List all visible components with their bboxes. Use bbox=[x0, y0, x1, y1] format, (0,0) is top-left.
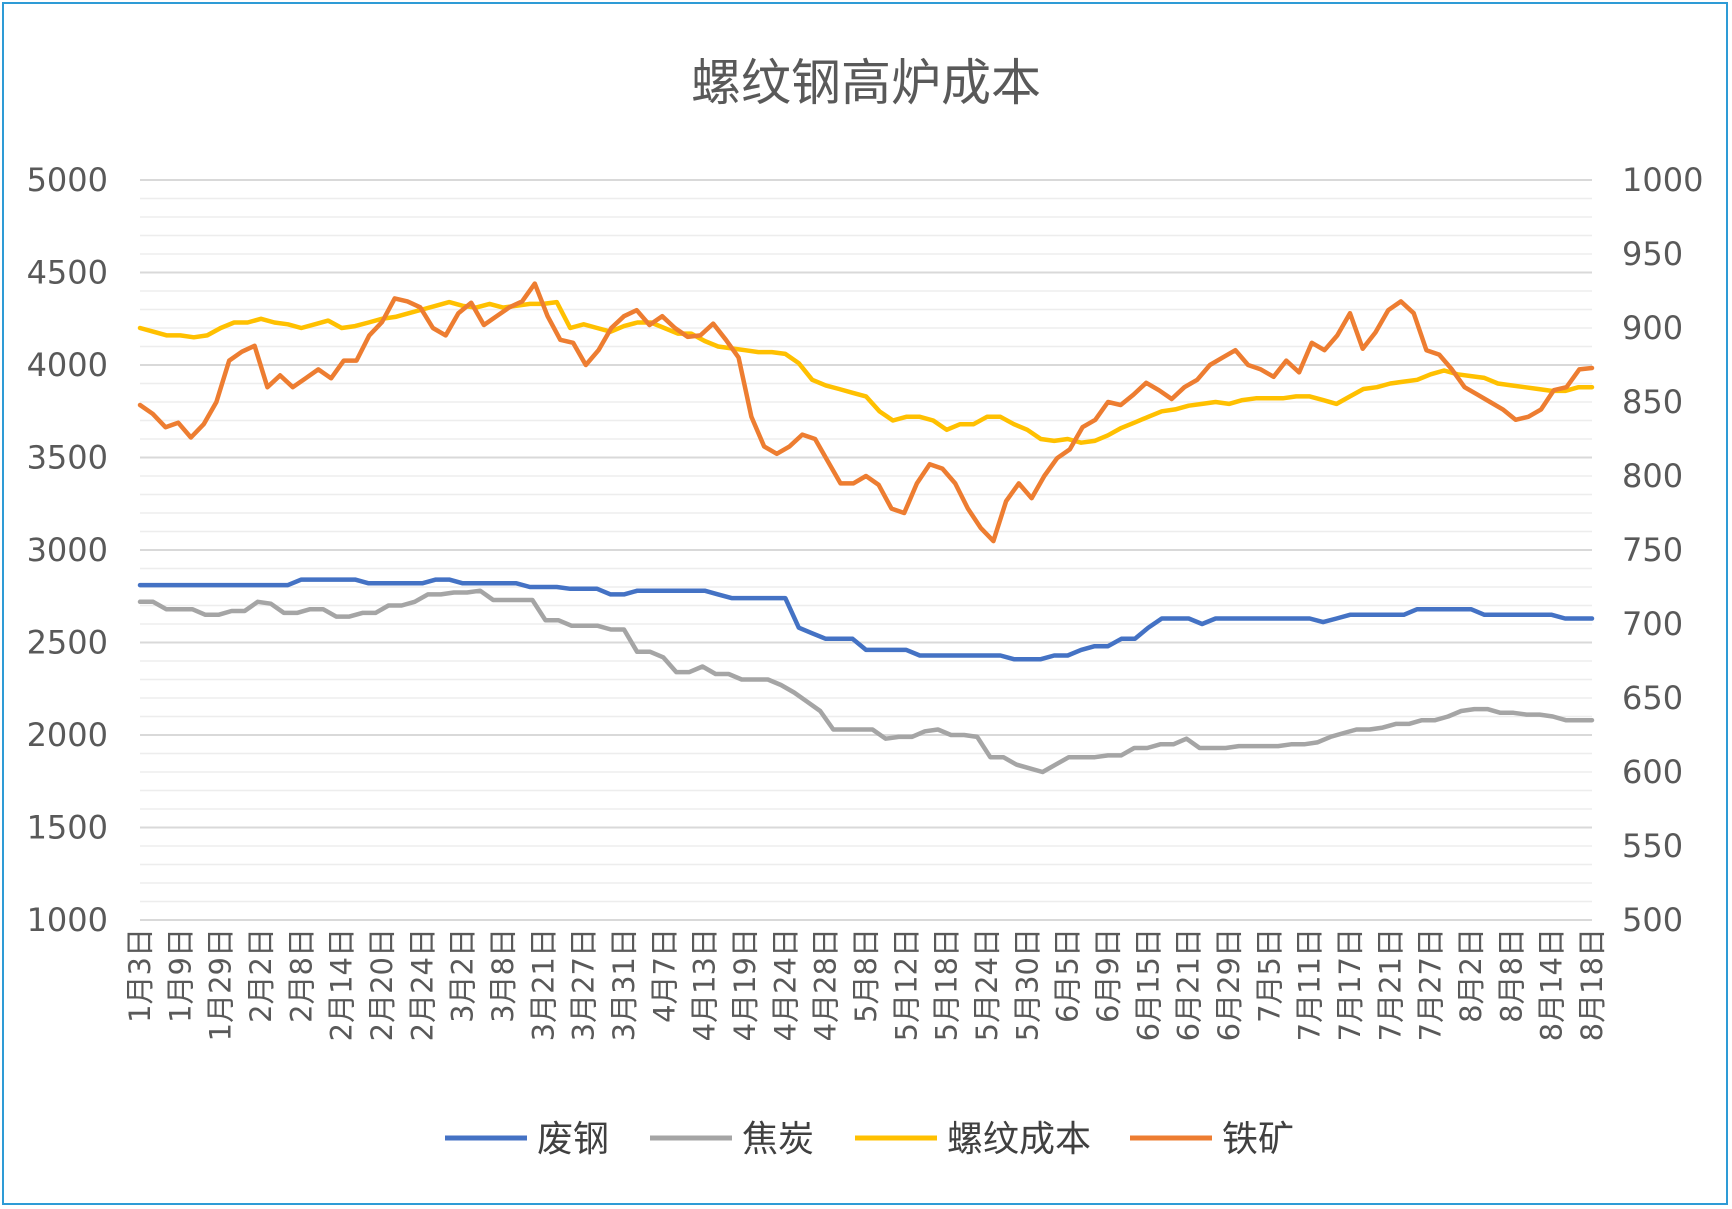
series-line bbox=[137, 588, 1595, 775]
x-tick-label: 6月5日 bbox=[1051, 928, 1085, 1023]
x-tick-label: 7月5日 bbox=[1252, 928, 1286, 1023]
y-axis-left: 1000 1500 2000 2500 3000 3500 4000 4500 5000 bbox=[27, 161, 108, 939]
legend-label: 螺纹成本 bbox=[947, 1119, 1091, 1160]
x-tick-label: 1月29日 bbox=[204, 928, 238, 1041]
y-left-tick-label: 4000 bbox=[27, 346, 108, 384]
x-tick-label: 6月29日 bbox=[1212, 928, 1246, 1041]
x-tick-label: 1月9日 bbox=[163, 928, 197, 1023]
x-tick-label: 3月2日 bbox=[446, 928, 480, 1023]
grid-lines bbox=[140, 179, 1592, 921]
y-right-tick-label: 700 bbox=[1622, 605, 1683, 643]
x-tick-label: 8月18日 bbox=[1575, 928, 1609, 1041]
x-tick-label: 2月14日 bbox=[325, 928, 359, 1041]
x-tick-label: 7月17日 bbox=[1333, 928, 1367, 1041]
y-left-tick-label: 1000 bbox=[27, 901, 108, 939]
x-tick-label: 5月8日 bbox=[849, 928, 883, 1023]
x-tick-label: 3月8日 bbox=[486, 928, 520, 1023]
series-line bbox=[137, 577, 1595, 662]
y-right-tick-label: 500 bbox=[1622, 901, 1683, 939]
y-left-tick-label: 3500 bbox=[27, 439, 108, 477]
x-axis: 1月3日 1月9日 1月29日 2月2日 2月8日 2月14日 2月20日 2月24日 3月2日… bbox=[123, 928, 1609, 1041]
legend-label: 废钢 bbox=[537, 1119, 609, 1160]
y-right-tick-label: 850 bbox=[1622, 383, 1683, 421]
y-left-tick-label: 4500 bbox=[27, 254, 108, 292]
y-left-tick-label: 3000 bbox=[27, 531, 108, 569]
x-tick-label: 5月24日 bbox=[970, 928, 1004, 1041]
y-right-tick-label: 900 bbox=[1622, 309, 1683, 347]
y-left-tick-label: 2000 bbox=[27, 716, 108, 754]
x-tick-label: 2月20日 bbox=[365, 928, 399, 1041]
legend-label: 焦炭 bbox=[742, 1119, 814, 1160]
x-tick-label: 4月7日 bbox=[647, 928, 681, 1023]
x-tick-label: 3月21日 bbox=[526, 928, 560, 1041]
legend: 废钢 焦炭 螺纹成本 铁矿 bbox=[445, 1119, 1294, 1160]
x-tick-label: 2月24日 bbox=[405, 928, 439, 1041]
y-left-tick-label: 5000 bbox=[27, 161, 108, 199]
x-tick-label: 8月2日 bbox=[1454, 928, 1488, 1023]
x-tick-label: 3月31日 bbox=[607, 928, 641, 1041]
y-right-tick-label: 600 bbox=[1622, 753, 1683, 791]
y-right-tick-label: 1000 bbox=[1622, 161, 1703, 199]
x-tick-label: 6月21日 bbox=[1172, 928, 1206, 1041]
x-tick-label: 7月27日 bbox=[1414, 928, 1448, 1041]
x-tick-label: 2月8日 bbox=[284, 928, 318, 1023]
x-tick-label: 7月21日 bbox=[1373, 928, 1407, 1041]
chart-title: 螺纹钢高炉成本 bbox=[691, 54, 1041, 112]
legend-label: 铁矿 bbox=[1222, 1119, 1294, 1160]
x-tick-label: 5月30日 bbox=[1010, 928, 1044, 1041]
x-tick-label: 5月18日 bbox=[930, 928, 964, 1041]
series-lines bbox=[137, 281, 1595, 775]
x-tick-label: 8月14日 bbox=[1535, 928, 1569, 1041]
y-right-tick-label: 800 bbox=[1622, 457, 1683, 495]
y-right-tick-label: 950 bbox=[1622, 235, 1683, 273]
x-tick-label: 4月28日 bbox=[809, 928, 843, 1041]
y-left-tick-label: 2500 bbox=[27, 624, 108, 662]
y-right-tick-label: 650 bbox=[1622, 679, 1683, 717]
x-tick-label: 6月9日 bbox=[1091, 928, 1125, 1023]
series-line bbox=[137, 281, 1595, 544]
y-left-tick-label: 1500 bbox=[27, 809, 108, 847]
x-tick-label: 6月15日 bbox=[1131, 928, 1165, 1041]
y-right-tick-label: 550 bbox=[1622, 827, 1683, 865]
x-tick-label: 2月2日 bbox=[244, 928, 278, 1023]
x-tick-label: 1月3日 bbox=[123, 928, 157, 1023]
x-tick-label: 4月24日 bbox=[768, 928, 802, 1041]
x-tick-label: 8月8日 bbox=[1494, 928, 1528, 1023]
x-tick-label: 4月13日 bbox=[688, 928, 722, 1041]
y-axis-right: 500 550 600 650 700 750 800 850 900 950 1000 bbox=[1622, 161, 1703, 939]
x-tick-label: 4月19日 bbox=[728, 928, 762, 1041]
x-tick-label: 3月27日 bbox=[567, 928, 601, 1041]
x-tick-label: 7月11日 bbox=[1293, 928, 1327, 1041]
series-line bbox=[137, 299, 1595, 445]
x-tick-label: 5月12日 bbox=[889, 928, 923, 1041]
y-right-tick-label: 750 bbox=[1622, 531, 1683, 569]
